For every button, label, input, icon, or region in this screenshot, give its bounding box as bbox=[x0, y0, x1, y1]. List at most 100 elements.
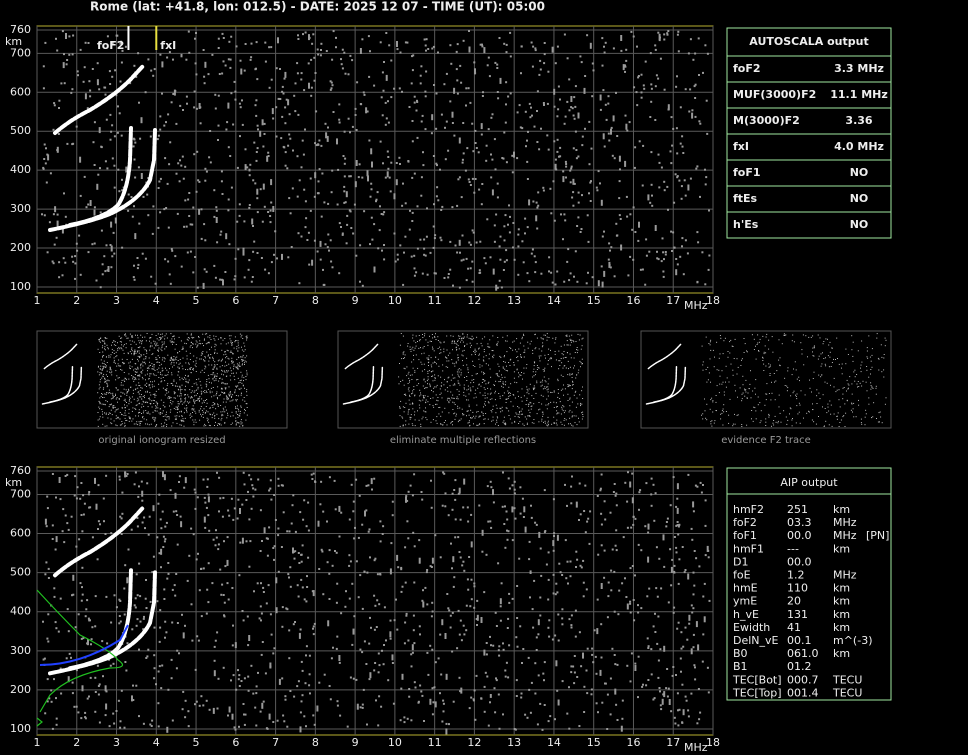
echo-dot bbox=[204, 392, 206, 394]
echo-dot bbox=[157, 502, 160, 505]
echo-dot bbox=[205, 383, 207, 385]
echo-dot bbox=[138, 412, 139, 414]
echo-dot bbox=[102, 413, 103, 415]
echo-dot bbox=[109, 83, 112, 85]
echo-dot bbox=[353, 615, 356, 618]
echo-dot bbox=[421, 694, 424, 697]
echo-dot bbox=[484, 262, 487, 265]
echo-dot bbox=[387, 167, 390, 170]
echo-dot bbox=[220, 388, 222, 390]
echo-dot bbox=[441, 619, 444, 626]
echo-dot bbox=[300, 660, 303, 663]
echo-dot bbox=[229, 367, 231, 369]
echo-dot bbox=[149, 403, 151, 404]
echo-dot bbox=[231, 362, 233, 364]
echo-dot bbox=[240, 387, 242, 389]
echo-dot bbox=[400, 333, 402, 334]
echo-dot bbox=[459, 64, 462, 67]
echo-dot bbox=[408, 409, 410, 411]
echo-dot bbox=[161, 380, 163, 382]
echo-dot bbox=[423, 379, 425, 381]
echo-dot bbox=[176, 415, 178, 417]
echo-dot bbox=[255, 692, 258, 695]
echo-dot bbox=[155, 405, 156, 407]
echo-dot bbox=[294, 550, 297, 553]
y-tick-label: 200 bbox=[10, 241, 31, 254]
echo-dot bbox=[432, 246, 435, 249]
echo-dot bbox=[243, 723, 246, 726]
echo-dot bbox=[514, 517, 517, 520]
echo-dot bbox=[627, 274, 630, 277]
echo-dot bbox=[174, 338, 175, 340]
echo-dot bbox=[148, 397, 150, 399]
echo-dot bbox=[196, 150, 199, 153]
echo-dot bbox=[117, 401, 118, 403]
echo-dot bbox=[695, 167, 698, 170]
echo-dot bbox=[564, 160, 567, 163]
echo-dot bbox=[376, 191, 379, 194]
echo-dot bbox=[208, 529, 211, 532]
echo-dot bbox=[114, 69, 117, 72]
echo-dot bbox=[140, 173, 143, 179]
echo-dot bbox=[266, 537, 269, 540]
echo-dot bbox=[449, 100, 452, 103]
echo-dot bbox=[587, 517, 590, 520]
echo-dot bbox=[451, 650, 454, 653]
echo-dot bbox=[281, 606, 284, 609]
echo-dot bbox=[129, 333, 131, 335]
echo-dot bbox=[293, 695, 296, 698]
echo-dot bbox=[248, 259, 251, 262]
echo-dot bbox=[178, 389, 180, 391]
echo-dot bbox=[688, 110, 691, 113]
echo-dot bbox=[155, 358, 157, 360]
echo-dot bbox=[433, 84, 435, 86]
echo-dot bbox=[363, 93, 366, 96]
echo-dot bbox=[198, 589, 201, 592]
echo-dot bbox=[227, 714, 229, 717]
echo-dot bbox=[490, 116, 493, 119]
echo-dot bbox=[425, 571, 428, 574]
echo-dot bbox=[658, 687, 661, 689]
echo-dot bbox=[198, 343, 200, 344]
echo-dot bbox=[204, 167, 207, 170]
echo-dot bbox=[188, 192, 191, 194]
echo-dot bbox=[150, 342, 152, 344]
echo-dot bbox=[185, 225, 188, 228]
echo-dot bbox=[514, 421, 516, 423]
echo-dot bbox=[185, 350, 187, 352]
echo-dot bbox=[228, 243, 231, 246]
echo-dot bbox=[456, 349, 457, 351]
echo-dot bbox=[329, 88, 332, 91]
echo-dot bbox=[170, 400, 172, 401]
echo-dot bbox=[533, 579, 536, 582]
echo-dot bbox=[393, 619, 396, 622]
echo-dot bbox=[537, 633, 540, 636]
echo-dot bbox=[121, 49, 124, 52]
echo-dot bbox=[603, 230, 605, 233]
echo-dot bbox=[416, 384, 418, 386]
echo-dot bbox=[109, 664, 112, 667]
echo-dot bbox=[115, 370, 117, 372]
echo-dot bbox=[132, 418, 134, 420]
x-tick-label: 15 bbox=[587, 294, 601, 307]
echo-dot bbox=[571, 416, 573, 418]
echo-dot bbox=[515, 349, 516, 351]
echo-dot bbox=[194, 400, 196, 402]
echo-dot bbox=[454, 479, 457, 482]
echo-dot bbox=[533, 125, 536, 128]
echo-dot bbox=[487, 401, 489, 403]
echo-dot bbox=[171, 338, 173, 340]
echo-dot bbox=[436, 384, 438, 386]
echo-dot bbox=[367, 530, 370, 533]
echo-dot bbox=[190, 603, 193, 606]
echo-dot bbox=[227, 412, 228, 414]
echo-dot bbox=[534, 692, 537, 695]
echo-dot bbox=[71, 255, 74, 258]
echo-dot bbox=[251, 484, 254, 487]
echo-dot bbox=[520, 410, 522, 412]
echo-dot bbox=[460, 639, 463, 642]
echo-dot bbox=[481, 345, 483, 347]
echo-dot bbox=[697, 241, 700, 244]
echo-dot bbox=[177, 360, 179, 361]
echo-dot bbox=[625, 48, 628, 51]
